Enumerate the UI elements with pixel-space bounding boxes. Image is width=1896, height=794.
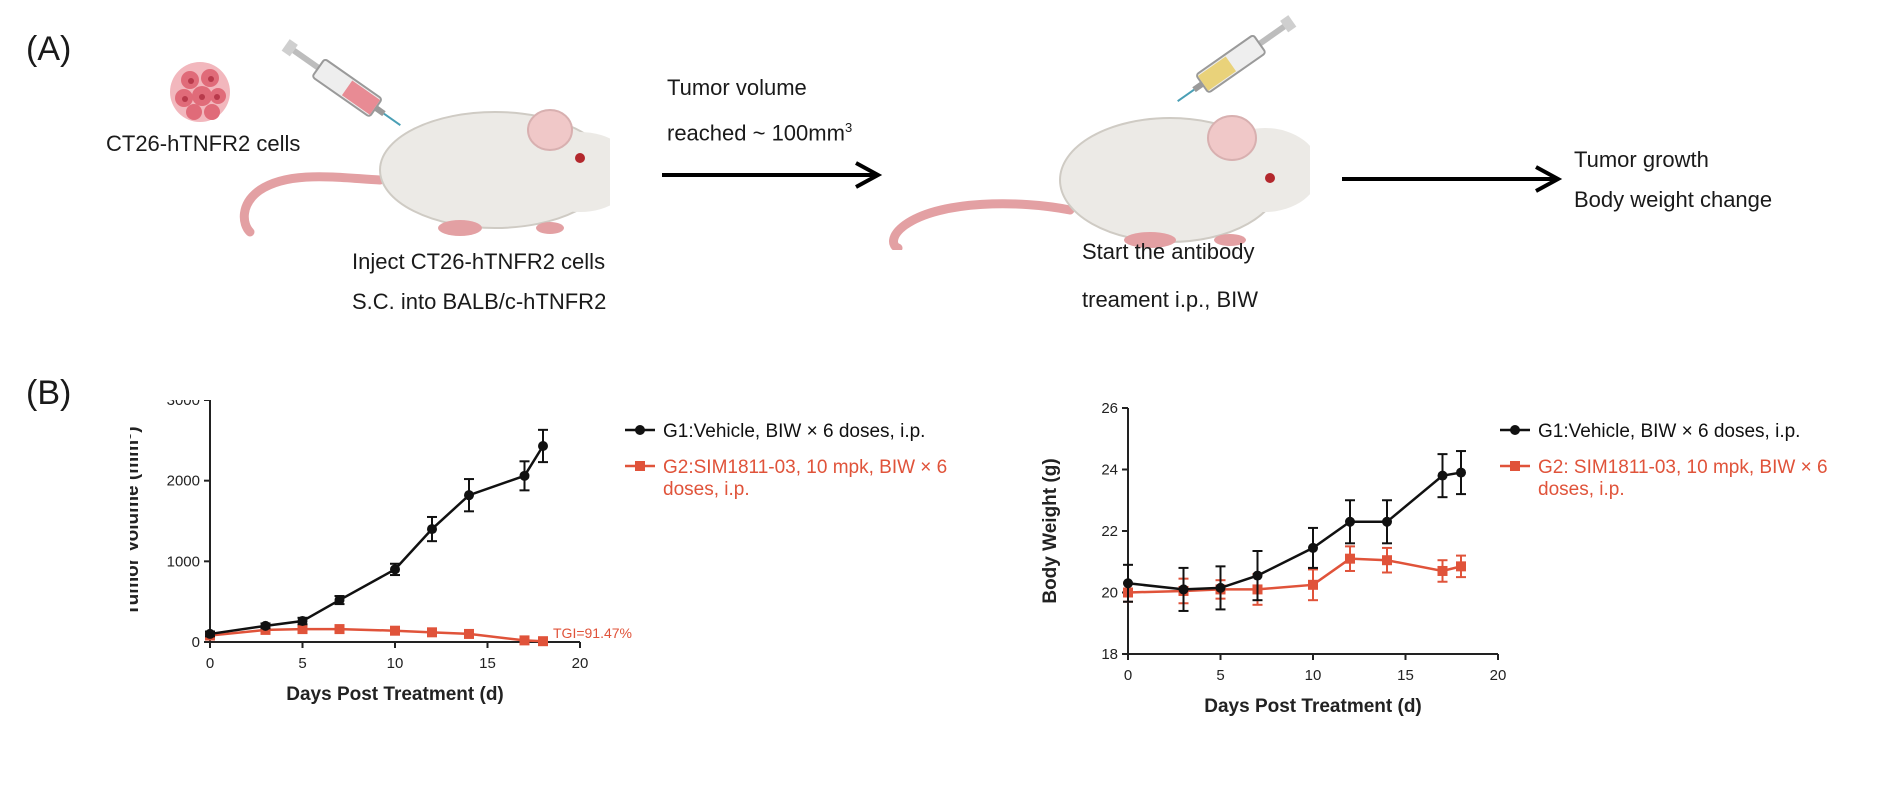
- panel-b-label: (B): [26, 374, 72, 412]
- tgi-annotation: TGI=91.47%: [553, 625, 632, 641]
- legend-label: doses, i.p.: [1538, 479, 1625, 500]
- x-tick-label: 10: [387, 655, 404, 672]
- tumor-volume-caption-1: Tumor volume: [667, 75, 807, 100]
- data-point: [1382, 516, 1392, 527]
- data-point: [205, 628, 215, 639]
- legend-swatch-marker: [1510, 461, 1520, 471]
- outcome-caption-1: Tumor growth: [1574, 147, 1709, 172]
- inject-caption-1: Inject CT26-hTNFR2 cells: [352, 249, 606, 274]
- start-caption-2: treament i.p., BIW: [1082, 287, 1259, 312]
- inject-caption-2: S.C. into BALB/c-hTNFR2: [352, 289, 607, 314]
- mouse-icon: [239, 109, 610, 237]
- y-tick-label: 3000: [167, 400, 200, 409]
- panel-a-label: (A): [26, 30, 72, 68]
- series-line: [1127, 557, 1462, 594]
- data-point: [1437, 470, 1448, 481]
- y-tick-label: 1000: [167, 553, 200, 570]
- legend-swatch-marker: [1510, 425, 1520, 435]
- data-point: [334, 595, 345, 606]
- data-point: [260, 620, 271, 631]
- data-point: [538, 636, 548, 647]
- mouse-2-icon: [889, 115, 1310, 250]
- x-tick-label: 5: [298, 655, 306, 672]
- x-tick-label: 15: [1397, 667, 1414, 684]
- data-point: [464, 490, 474, 501]
- cell-label: CT26-hTNFR2 cells: [106, 131, 301, 156]
- arrow-2-icon: [1342, 165, 1563, 193]
- data-point: [1456, 561, 1466, 572]
- series-line: [209, 627, 544, 643]
- x-tick-label: 20: [1490, 667, 1507, 684]
- data-point: [1382, 555, 1392, 566]
- data-point: [1308, 579, 1318, 590]
- outcome-caption-2: Body weight change: [1574, 187, 1773, 212]
- start-caption-1: Start the antibody: [1082, 239, 1255, 264]
- data-point: [297, 616, 308, 627]
- y-axis-label: Body Weight (g): [1040, 458, 1061, 603]
- x-axis-label: Days Post Treatment (d): [286, 684, 504, 705]
- legend-swatch-marker: [635, 461, 645, 471]
- tumor-volume-chart: 0 5 10 15 20 0 1000 2000 3000 Days Post Treatment…: [130, 400, 947, 705]
- y-tick-label: 26: [1101, 400, 1118, 417]
- data-point: [1437, 565, 1448, 576]
- data-point: [1178, 584, 1189, 595]
- data-point: [1252, 570, 1263, 581]
- data-point: [464, 628, 474, 639]
- data-point: [427, 627, 437, 638]
- data-point: [1215, 582, 1226, 593]
- syringe-2-icon: [1177, 15, 1297, 102]
- x-tick-label: 20: [572, 655, 589, 672]
- legend-swatch-marker: [635, 425, 645, 435]
- data-point: [538, 440, 548, 451]
- x-tick-label: 0: [206, 655, 214, 672]
- data-point: [519, 470, 530, 481]
- y-tick-label: 0: [192, 634, 200, 651]
- y-tick-label: 20: [1101, 585, 1118, 602]
- data-point: [427, 524, 437, 535]
- data-point: [1345, 553, 1355, 564]
- data-point: [390, 564, 400, 575]
- x-tick-label: 5: [1216, 667, 1224, 684]
- data-point: [334, 624, 345, 635]
- series-line: [1127, 471, 1462, 591]
- arrow-1-icon: [662, 161, 883, 189]
- x-tick-label: 10: [1305, 667, 1322, 684]
- x-axis-label: Days Post Treatment (d): [1204, 696, 1422, 717]
- legend-label: G1:Vehicle, BIW × 6 doses, i.p.: [663, 421, 925, 442]
- series-line: [209, 445, 545, 636]
- syringe-icon: [281, 39, 401, 126]
- y-tick-label: 22: [1101, 523, 1118, 540]
- body-weight-chart: 0 5 10 15 20 18 20 22 24 26 Days Post Treatment (d…: [1040, 400, 1828, 717]
- legend-label: doses, i.p.: [663, 479, 750, 500]
- data-point: [1456, 467, 1466, 478]
- tumor-volume-caption-2: reached ~ 100mm3: [667, 120, 853, 146]
- y-axis-label: Tumor Volume (mm3): [130, 426, 143, 615]
- y-tick-label: 24: [1101, 462, 1118, 479]
- data-point: [390, 625, 400, 636]
- x-tick-label: 15: [479, 655, 496, 672]
- y-tick-label: 18: [1101, 646, 1118, 663]
- legend-label: G2: SIM1811-03, 10 mpk, BIW × 6: [1538, 457, 1828, 478]
- data-point: [1308, 542, 1318, 553]
- legend-label: G1:Vehicle, BIW × 6 doses, i.p.: [1538, 421, 1800, 442]
- data-point: [519, 635, 530, 646]
- y-tick-label: 2000: [167, 473, 200, 490]
- x-tick-label: 0: [1124, 667, 1132, 684]
- data-point: [1345, 516, 1355, 527]
- data-point: [1123, 578, 1133, 589]
- data-point: [297, 624, 308, 635]
- legend-label: G2:SIM1811-03, 10 mpk, BIW × 6: [663, 457, 947, 478]
- tumor-cells-icon: [170, 62, 230, 122]
